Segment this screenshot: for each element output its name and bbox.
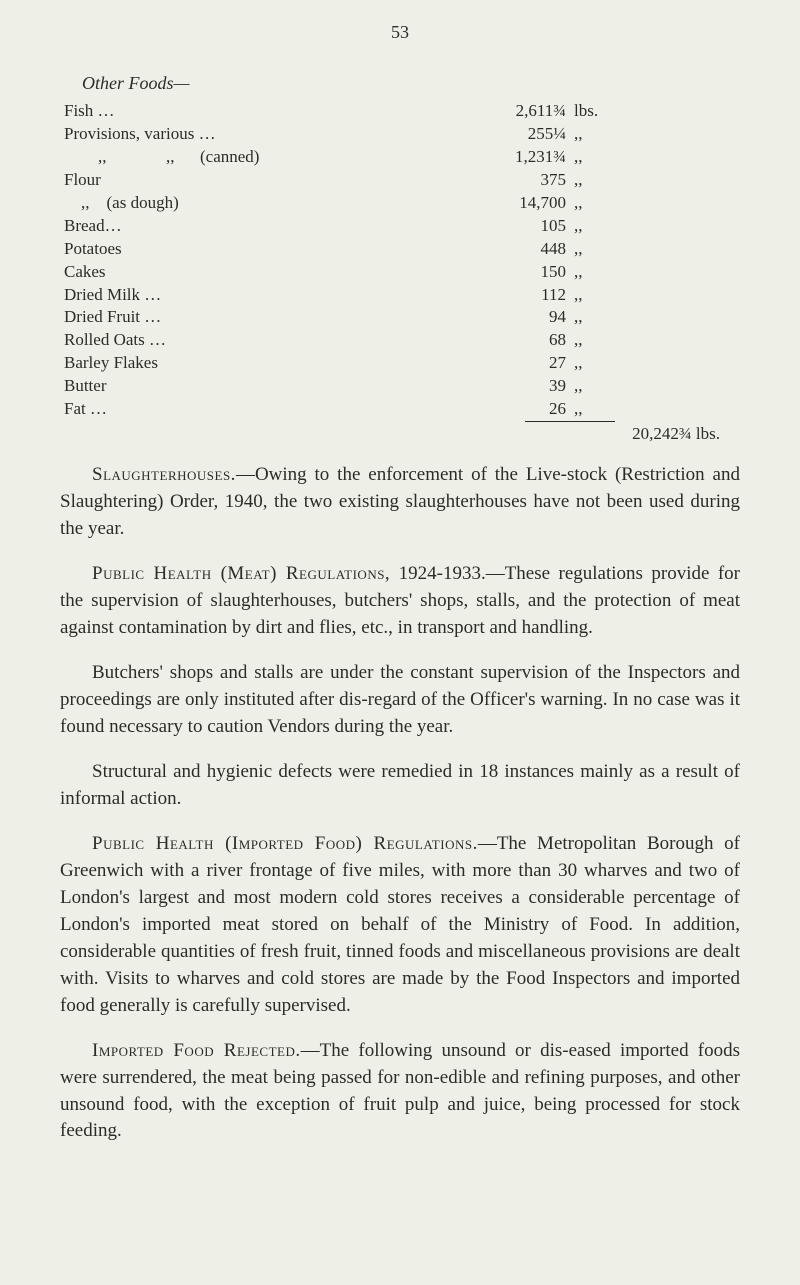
spacer bbox=[638, 375, 740, 398]
table-row: Bread…105,, bbox=[60, 215, 740, 238]
food-unit: ,, bbox=[570, 329, 638, 352]
food-value: 105 bbox=[434, 215, 570, 238]
food-unit: lbs. bbox=[570, 100, 638, 123]
table-row: Fat …26,, bbox=[60, 398, 740, 421]
food-value: 255¼ bbox=[434, 123, 570, 146]
food-label: Butter bbox=[60, 375, 434, 398]
spacer bbox=[638, 123, 740, 146]
lead-imported-rejected: Imported Food Rejected. bbox=[92, 1040, 301, 1061]
para-imported-rejected: Imported Food Rejected.—The following un… bbox=[60, 1038, 740, 1146]
table-row: ,, ,, (canned)1,231¾,, bbox=[60, 146, 740, 169]
spacer bbox=[638, 146, 740, 169]
lead-slaughterhouses: Slaughterhouses. bbox=[92, 464, 236, 485]
page: 53 Other Foods— Fish …2,611¾lbs.Provisio… bbox=[0, 0, 800, 1285]
table-row: Barley Flakes27,, bbox=[60, 352, 740, 375]
para-public-health-meat: Public Health (Meat) Regulations, 1924-1… bbox=[60, 561, 740, 642]
spacer bbox=[638, 215, 740, 238]
food-unit: ,, bbox=[570, 169, 638, 192]
food-label: Flour bbox=[60, 169, 434, 192]
food-unit: ,, bbox=[570, 192, 638, 215]
table-row: ,, (as dough)14,700,, bbox=[60, 192, 740, 215]
food-table: Fish …2,611¾lbs.Provisions, various …255… bbox=[60, 100, 740, 421]
body-public-health-imported: —The Metropolitan Borough of Greenwich w… bbox=[60, 833, 740, 1016]
food-label: Bread… bbox=[60, 215, 434, 238]
food-label: Barley Flakes bbox=[60, 352, 434, 375]
spacer bbox=[638, 352, 740, 375]
table-row: Cakes150,, bbox=[60, 261, 740, 284]
food-unit: ,, bbox=[570, 261, 638, 284]
food-value: 68 bbox=[434, 329, 570, 352]
food-label: ,, (as dough) bbox=[60, 192, 434, 215]
food-unit: ,, bbox=[570, 306, 638, 329]
spacer bbox=[638, 284, 740, 307]
total-rule bbox=[525, 421, 615, 422]
food-unit: ,, bbox=[570, 375, 638, 398]
table-row: Dried Milk …112,, bbox=[60, 284, 740, 307]
food-label: Cakes bbox=[60, 261, 434, 284]
food-label: Provisions, various … bbox=[60, 123, 434, 146]
spacer bbox=[638, 261, 740, 284]
para-butchers: Butchers' shops and stalls are under the… bbox=[60, 660, 740, 741]
food-label: Dried Fruit … bbox=[60, 306, 434, 329]
para-slaughterhouses: Slaughterhouses.—Owing to the enforcemen… bbox=[60, 462, 740, 543]
food-label: Fish … bbox=[60, 100, 434, 123]
food-unit: ,, bbox=[570, 284, 638, 307]
table-row: Butter39,, bbox=[60, 375, 740, 398]
spacer bbox=[638, 238, 740, 261]
food-value: 2,611¾ bbox=[434, 100, 570, 123]
food-label: Fat … bbox=[60, 398, 434, 421]
food-value: 375 bbox=[434, 169, 570, 192]
spacer bbox=[638, 329, 740, 352]
lead-public-health-meat: Public Health (Meat) Regulations, bbox=[92, 563, 390, 584]
spacer bbox=[638, 306, 740, 329]
food-unit: ,, bbox=[570, 215, 638, 238]
food-value: 14,700 bbox=[434, 192, 570, 215]
food-value: 150 bbox=[434, 261, 570, 284]
food-value: 27 bbox=[434, 352, 570, 375]
para-structural: Structural and hygienic defects were rem… bbox=[60, 759, 740, 813]
lead-public-health-imported: Public Health (Imported Food) Regulation… bbox=[92, 833, 478, 854]
food-label: ,, ,, (canned) bbox=[60, 146, 434, 169]
food-value: 448 bbox=[434, 238, 570, 261]
table-row: Flour375,, bbox=[60, 169, 740, 192]
food-unit: ,, bbox=[570, 146, 638, 169]
food-value: 26 bbox=[434, 398, 570, 421]
food-unit: ,, bbox=[570, 123, 638, 146]
table-row: Fish …2,611¾lbs. bbox=[60, 100, 740, 123]
food-value: 1,231¾ bbox=[434, 146, 570, 169]
food-unit: ,, bbox=[570, 398, 638, 421]
section-heading: Other Foods— bbox=[82, 73, 740, 94]
table-row: Provisions, various …255¼,, bbox=[60, 123, 740, 146]
food-label: Potatoes bbox=[60, 238, 434, 261]
table-row: Dried Fruit …94,, bbox=[60, 306, 740, 329]
total-value: 20,242¾ lbs. bbox=[60, 424, 740, 444]
spacer bbox=[638, 100, 740, 123]
page-number: 53 bbox=[60, 22, 740, 43]
table-row: Potatoes448,, bbox=[60, 238, 740, 261]
food-value: 112 bbox=[434, 284, 570, 307]
food-label: Dried Milk … bbox=[60, 284, 434, 307]
food-value: 39 bbox=[434, 375, 570, 398]
table-row: Rolled Oats …68,, bbox=[60, 329, 740, 352]
food-label: Rolled Oats … bbox=[60, 329, 434, 352]
food-value: 94 bbox=[434, 306, 570, 329]
spacer bbox=[638, 192, 740, 215]
food-unit: ,, bbox=[570, 238, 638, 261]
para-public-health-imported: Public Health (Imported Food) Regulation… bbox=[60, 831, 740, 1020]
food-unit: ,, bbox=[570, 352, 638, 375]
spacer bbox=[638, 169, 740, 192]
spacer bbox=[638, 398, 740, 421]
